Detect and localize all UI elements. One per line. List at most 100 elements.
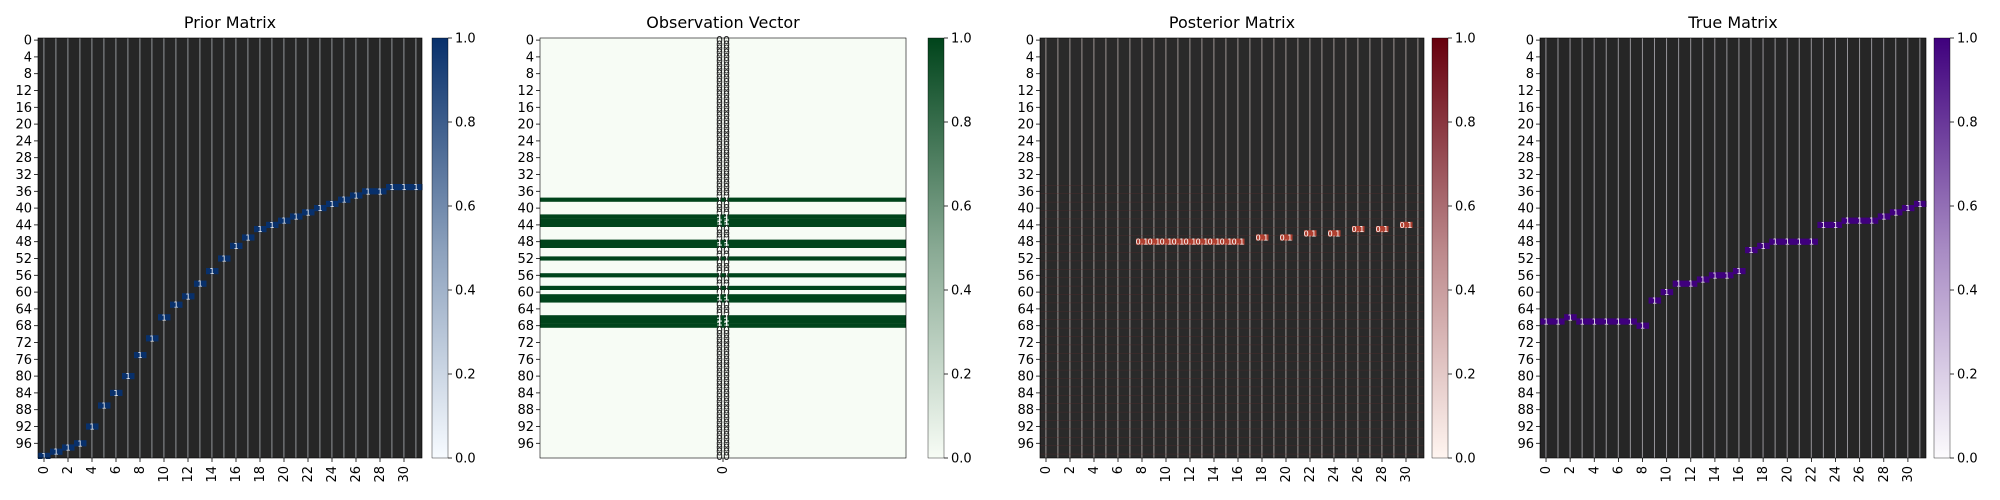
cell-annotation-high: 1 [1700, 276, 1705, 285]
heatmap-cell [540, 235, 906, 240]
y-tick-label: 60 [15, 286, 32, 301]
y-tick-label: 20 [1517, 118, 1534, 133]
heatmap-cell-high [1817, 221, 1830, 228]
cell-annotation: 00 [716, 349, 730, 362]
heatmap-cell [540, 390, 906, 396]
heatmap-column [1846, 38, 1848, 458]
cell-annotation: 00 [716, 353, 730, 366]
y-tick-label: 52 [15, 252, 32, 267]
colorbar-gradient [927, 37, 945, 459]
heatmap-column [1605, 38, 1607, 458]
cell-annotation-high: 1 [149, 334, 154, 343]
cell-annotation-high: 1 [1604, 318, 1609, 327]
y-tick-label: 72 [1017, 336, 1034, 351]
y-tick-label: 44 [517, 218, 534, 233]
x-tick-label: 6 [109, 466, 124, 474]
heatmap-row [1040, 311, 1424, 312]
cell-annotation: 00 [716, 38, 730, 51]
y-tick-label: 92 [517, 420, 534, 435]
y-tick-label: 32 [15, 168, 32, 183]
heatmap-column [1069, 38, 1071, 458]
heatmap-cell [540, 231, 906, 236]
cell-annotation: 00 [716, 286, 730, 299]
cell-annotation-high: 1 [77, 439, 82, 448]
cell-annotation-high: 1 [1809, 238, 1814, 247]
heatmap-column [163, 38, 165, 458]
heatmap-column [1581, 38, 1583, 458]
y-tick-label: 12 [15, 84, 32, 99]
heatmap-cell [540, 281, 906, 286]
y-tick-label: 84 [1017, 386, 1034, 401]
heatmap-cell [540, 327, 906, 333]
heatmap-column [175, 38, 177, 458]
heatmap-column [91, 38, 93, 458]
heatmap-cell-high [1805, 238, 1818, 245]
heatmap-cell [540, 374, 906, 379]
heatmap-cell-high [386, 184, 399, 191]
heatmap-cell [540, 113, 906, 118]
heatmap-cell-high [1757, 242, 1770, 249]
heatmap-cell [540, 88, 906, 93]
heatmap-column [1895, 38, 1897, 458]
heatmap-cell [540, 416, 906, 421]
heatmap-column [1321, 38, 1323, 458]
y-tick-label: 44 [1017, 218, 1034, 233]
cell-annotation: 00 [716, 332, 730, 345]
heatmap-cell [540, 80, 906, 85]
y-tick-label: 76 [1017, 353, 1034, 368]
cell-annotation: 00 [716, 408, 730, 421]
cell-annotation: 11 [716, 269, 730, 282]
heatmap-column [1117, 38, 1119, 458]
heatmap-cell [540, 92, 906, 97]
heatmap-cell [540, 206, 906, 211]
heatmap-cell [540, 134, 906, 139]
heatmap-cell [540, 344, 906, 349]
heatmap-cells [38, 38, 422, 458]
heatmap-cell [540, 143, 906, 148]
y-tick-label: 28 [15, 151, 32, 166]
cell-annotation: 00 [716, 404, 730, 417]
cell-annotation-high: 1 [245, 234, 250, 243]
heatmap-cell [540, 147, 906, 152]
heatmap-column [223, 38, 225, 458]
y-tick-label: 80 [1017, 370, 1034, 385]
cell-annotation: 00 [716, 416, 730, 429]
heatmap-cell-high [1256, 234, 1269, 241]
heatmap-cell [540, 42, 906, 47]
heatmap-cell [540, 273, 906, 278]
cell-annotation: 00 [716, 328, 730, 341]
x-tick-label: 22 [301, 466, 316, 483]
y-tick-label: 44 [15, 218, 32, 233]
cell-annotation: 00 [716, 395, 730, 408]
cell-annotation: 00 [716, 143, 730, 156]
heatmap-cell-high [1708, 272, 1722, 279]
heatmap-column [1381, 38, 1383, 458]
y-tick-label: 60 [1517, 286, 1534, 301]
y-tick-label: 40 [15, 202, 32, 217]
heatmap-column [43, 38, 45, 458]
heatmap-column [1666, 38, 1668, 458]
x-tick-label: 14 [1708, 466, 1723, 483]
heatmap-cell [540, 71, 906, 76]
heatmap-cell-high [1304, 230, 1317, 237]
heatmap-column [1165, 38, 1167, 458]
cell-annotation-high: 1 [1736, 267, 1741, 276]
colorbar-tick-label: 0.0 [455, 452, 476, 467]
heatmap-cell [540, 46, 906, 51]
colorbar-tick-label: 0.0 [951, 452, 972, 467]
cell-annotation: 00 [716, 198, 730, 211]
cell-annotation: 00 [716, 248, 730, 261]
heatmap-column [1557, 38, 1559, 458]
heatmap-column [1738, 38, 1740, 458]
heatmap-cells [1040, 38, 1424, 458]
cell-annotation: 00 [716, 345, 730, 358]
heatmap-cell [540, 38, 906, 43]
y-tick-label: 0 [1026, 34, 1034, 49]
chart-title: Posterior Matrix [1169, 13, 1295, 32]
y-tick-label: 40 [1517, 202, 1534, 217]
cell-annotation: 00 [716, 131, 730, 144]
axes-frame [37, 37, 423, 459]
heatmap-column [1822, 38, 1824, 458]
heatmap-column [1617, 38, 1619, 458]
